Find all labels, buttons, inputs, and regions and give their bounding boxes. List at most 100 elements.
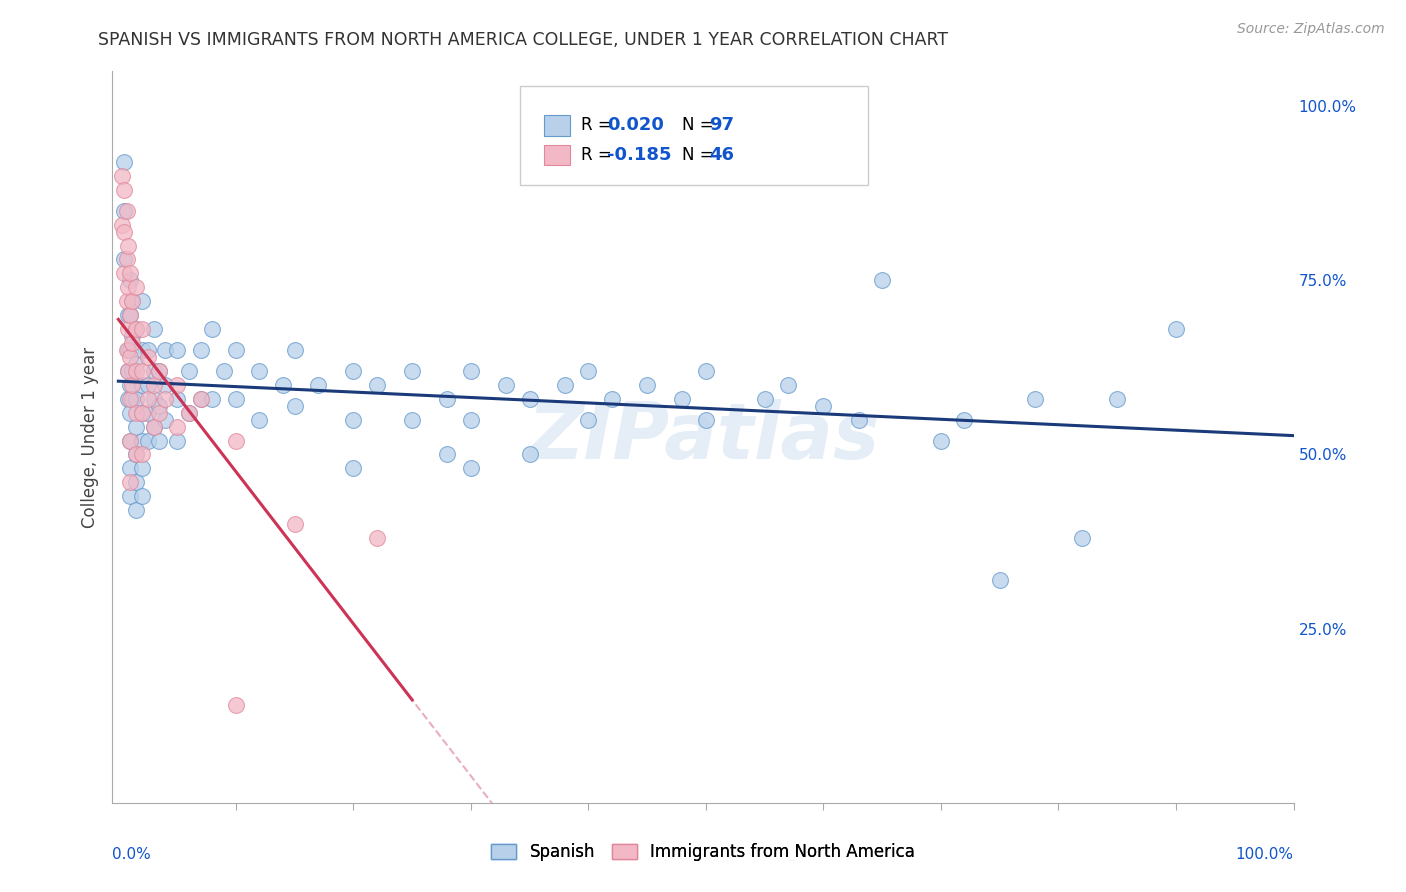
- Point: [600, 392, 623, 406]
- Text: N =: N =: [682, 117, 718, 135]
- FancyBboxPatch shape: [544, 145, 569, 165]
- Point: [120, 434, 142, 448]
- Point: [988, 573, 1011, 587]
- Point: [131, 322, 153, 336]
- Text: 46: 46: [709, 145, 734, 164]
- Point: [284, 343, 307, 357]
- Point: [148, 399, 170, 413]
- Point: [212, 364, 235, 378]
- Point: [125, 392, 148, 406]
- Point: [115, 203, 138, 218]
- Point: [695, 364, 717, 378]
- Point: [166, 377, 188, 392]
- Text: R =: R =: [581, 145, 617, 164]
- Point: [247, 364, 270, 378]
- Point: [131, 294, 153, 309]
- Point: [125, 322, 148, 336]
- Point: [778, 377, 800, 392]
- Point: [155, 412, 177, 426]
- Point: [125, 322, 148, 336]
- Point: [578, 364, 600, 378]
- Point: [436, 448, 458, 462]
- Point: [495, 377, 517, 392]
- Point: [225, 434, 247, 448]
- Point: [142, 392, 165, 406]
- Text: 0.020: 0.020: [607, 117, 664, 135]
- Point: [131, 377, 153, 392]
- Point: [111, 218, 134, 232]
- Point: [578, 412, 600, 426]
- Point: [117, 364, 139, 378]
- Point: [136, 343, 159, 357]
- Point: [112, 183, 135, 197]
- Point: [155, 377, 177, 392]
- Point: [201, 392, 224, 406]
- Point: [929, 434, 952, 448]
- Point: [115, 294, 138, 309]
- Point: [671, 392, 693, 406]
- Point: [117, 280, 139, 294]
- Point: [115, 252, 138, 267]
- Point: [121, 294, 143, 309]
- Point: [695, 412, 717, 426]
- Point: [115, 343, 138, 357]
- Text: 0.0%: 0.0%: [112, 847, 152, 862]
- Point: [155, 392, 177, 406]
- Point: [117, 238, 139, 252]
- Point: [112, 252, 135, 267]
- Point: [366, 377, 388, 392]
- Point: [131, 364, 153, 378]
- Point: [120, 308, 142, 322]
- Point: [190, 392, 212, 406]
- Point: [142, 322, 165, 336]
- Point: [131, 434, 153, 448]
- Point: [117, 322, 139, 336]
- Point: [166, 434, 188, 448]
- Point: [460, 461, 482, 475]
- Point: [120, 461, 142, 475]
- Point: [121, 329, 143, 343]
- Point: [142, 419, 165, 434]
- Point: [342, 364, 364, 378]
- Point: [125, 503, 148, 517]
- Point: [120, 489, 142, 503]
- Point: [177, 406, 200, 420]
- Point: [284, 399, 307, 413]
- Point: [190, 392, 212, 406]
- Point: [366, 531, 388, 545]
- Point: [120, 406, 142, 420]
- Point: [121, 364, 143, 378]
- Point: [120, 377, 142, 392]
- FancyBboxPatch shape: [520, 86, 869, 185]
- Point: [307, 377, 329, 392]
- Point: [636, 377, 658, 392]
- Point: [121, 336, 143, 351]
- Point: [148, 364, 170, 378]
- Point: [117, 308, 139, 322]
- Point: [225, 392, 247, 406]
- Point: [848, 412, 870, 426]
- Point: [166, 419, 188, 434]
- Point: [112, 203, 135, 218]
- Point: [136, 392, 159, 406]
- Point: [247, 412, 270, 426]
- Point: [125, 475, 148, 490]
- Point: [131, 461, 153, 475]
- Point: [121, 294, 143, 309]
- Point: [953, 412, 976, 426]
- Point: [117, 364, 139, 378]
- Point: [120, 392, 142, 406]
- Point: [120, 343, 142, 357]
- Point: [155, 343, 177, 357]
- Point: [177, 364, 200, 378]
- Point: [111, 169, 134, 183]
- Point: [112, 225, 135, 239]
- Point: [136, 350, 159, 364]
- Text: R =: R =: [581, 117, 617, 135]
- Point: [125, 419, 148, 434]
- Point: [554, 377, 576, 392]
- Point: [271, 377, 294, 392]
- Point: [148, 434, 170, 448]
- Point: [148, 364, 170, 378]
- Point: [131, 489, 153, 503]
